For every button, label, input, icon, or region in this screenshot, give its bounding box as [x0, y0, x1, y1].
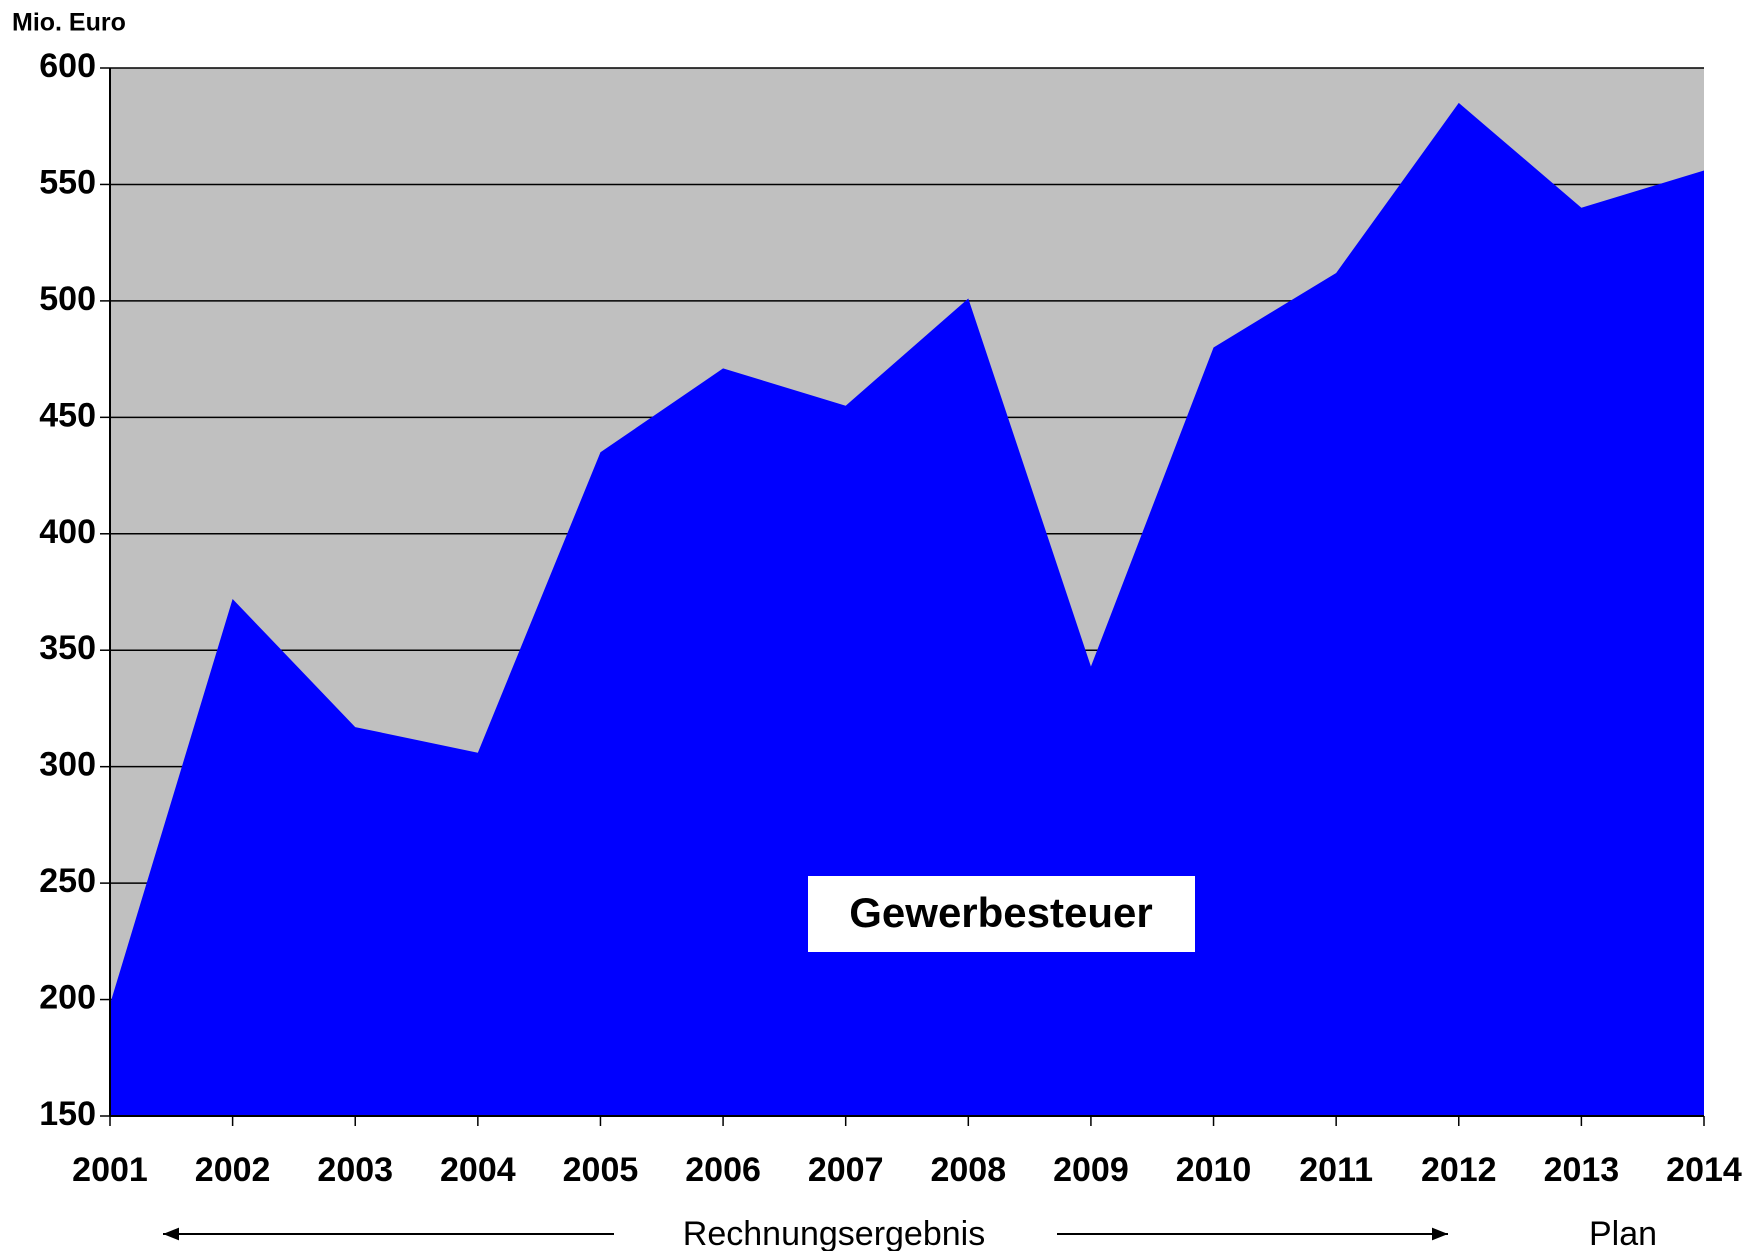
- y-tick-label: 450: [39, 396, 96, 434]
- x-tick-label: 2004: [440, 1151, 516, 1189]
- x-tick-label: 2007: [808, 1151, 884, 1189]
- x-tick-label: 2010: [1176, 1151, 1252, 1189]
- series-label-box: [808, 876, 1195, 952]
- x-tick-label: 2001: [72, 1151, 148, 1189]
- y-tick-label: 350: [39, 629, 96, 667]
- y-tick-label: 400: [39, 513, 96, 551]
- area: [110, 102, 1704, 1116]
- x-tick-label: 2002: [195, 1151, 271, 1189]
- y-tick-label: 200: [39, 979, 96, 1017]
- x-tick-label: 2013: [1544, 1151, 1620, 1189]
- x-tick-label: 2009: [1053, 1151, 1129, 1189]
- y-tick-label: 250: [39, 862, 96, 900]
- x-tick-label: 2012: [1421, 1151, 1497, 1189]
- x-tick-label: 2014: [1666, 1151, 1742, 1189]
- x-tick-label: 2008: [930, 1151, 1006, 1189]
- x-tick-label: 2011: [1299, 1151, 1373, 1189]
- y-tick-label: 550: [39, 163, 96, 201]
- annotation: Rechnungsergebnis: [683, 1215, 985, 1251]
- x-tick-label: 2003: [317, 1151, 393, 1189]
- y-tick-label: 600: [39, 47, 96, 85]
- y-axis-label: Mio. Euro: [12, 9, 126, 37]
- x-tick-label: 2006: [685, 1151, 761, 1189]
- y-tick-label: 500: [39, 280, 96, 318]
- annotation: Plan: [1589, 1215, 1657, 1251]
- y-tick-label: 300: [39, 746, 96, 784]
- series-label: Gewerbesteuer: [849, 889, 1152, 936]
- y-tick-label: 150: [39, 1095, 96, 1133]
- x-tick-label: 2005: [563, 1151, 639, 1189]
